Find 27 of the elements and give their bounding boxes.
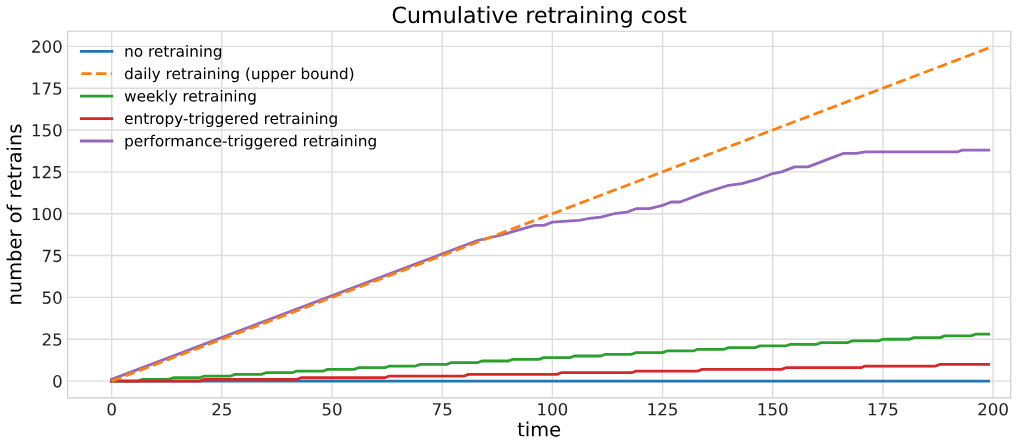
y-axis-title: number of retrains — [6, 124, 22, 304]
x-tick-label: 175 — [868, 403, 898, 416]
legend-label: weekly retraining — [124, 89, 256, 105]
x-tick-label: 75 — [432, 403, 452, 416]
chart-title: Cumulative retraining cost — [392, 6, 687, 28]
y-tick-label: 0 — [53, 375, 62, 388]
legend-label: daily retraining (upper bound) — [124, 67, 354, 83]
x-tick-label: 125 — [648, 402, 677, 416]
legend-label: performance-triggered retraining — [125, 134, 376, 150]
x-axis-title: time — [517, 421, 561, 437]
y-tick-label: 125 — [32, 165, 62, 179]
y-tick-label: 50 — [42, 291, 62, 304]
x-tick-label: 200 — [978, 402, 1008, 416]
y-tick-label: 175 — [32, 82, 62, 95]
x-tick-label: 25 — [212, 402, 231, 416]
y-tick-label: 150 — [32, 124, 62, 137]
y-tick-label: 25 — [42, 333, 62, 346]
y-tick-label: 200 — [32, 40, 62, 53]
line-series — [110, 362, 991, 383]
x-tick-label: 0 — [107, 402, 116, 416]
legend-label: entropy-triggered retraining — [124, 112, 337, 128]
x-tick-label: 150 — [758, 402, 788, 416]
y-tick-label: 100 — [32, 207, 62, 221]
legend-label: no retraining — [125, 45, 222, 60]
x-tick-label: 100 — [538, 402, 568, 416]
x-tick-label: 50 — [322, 402, 342, 416]
y-tick-label: 75 — [42, 249, 62, 263]
